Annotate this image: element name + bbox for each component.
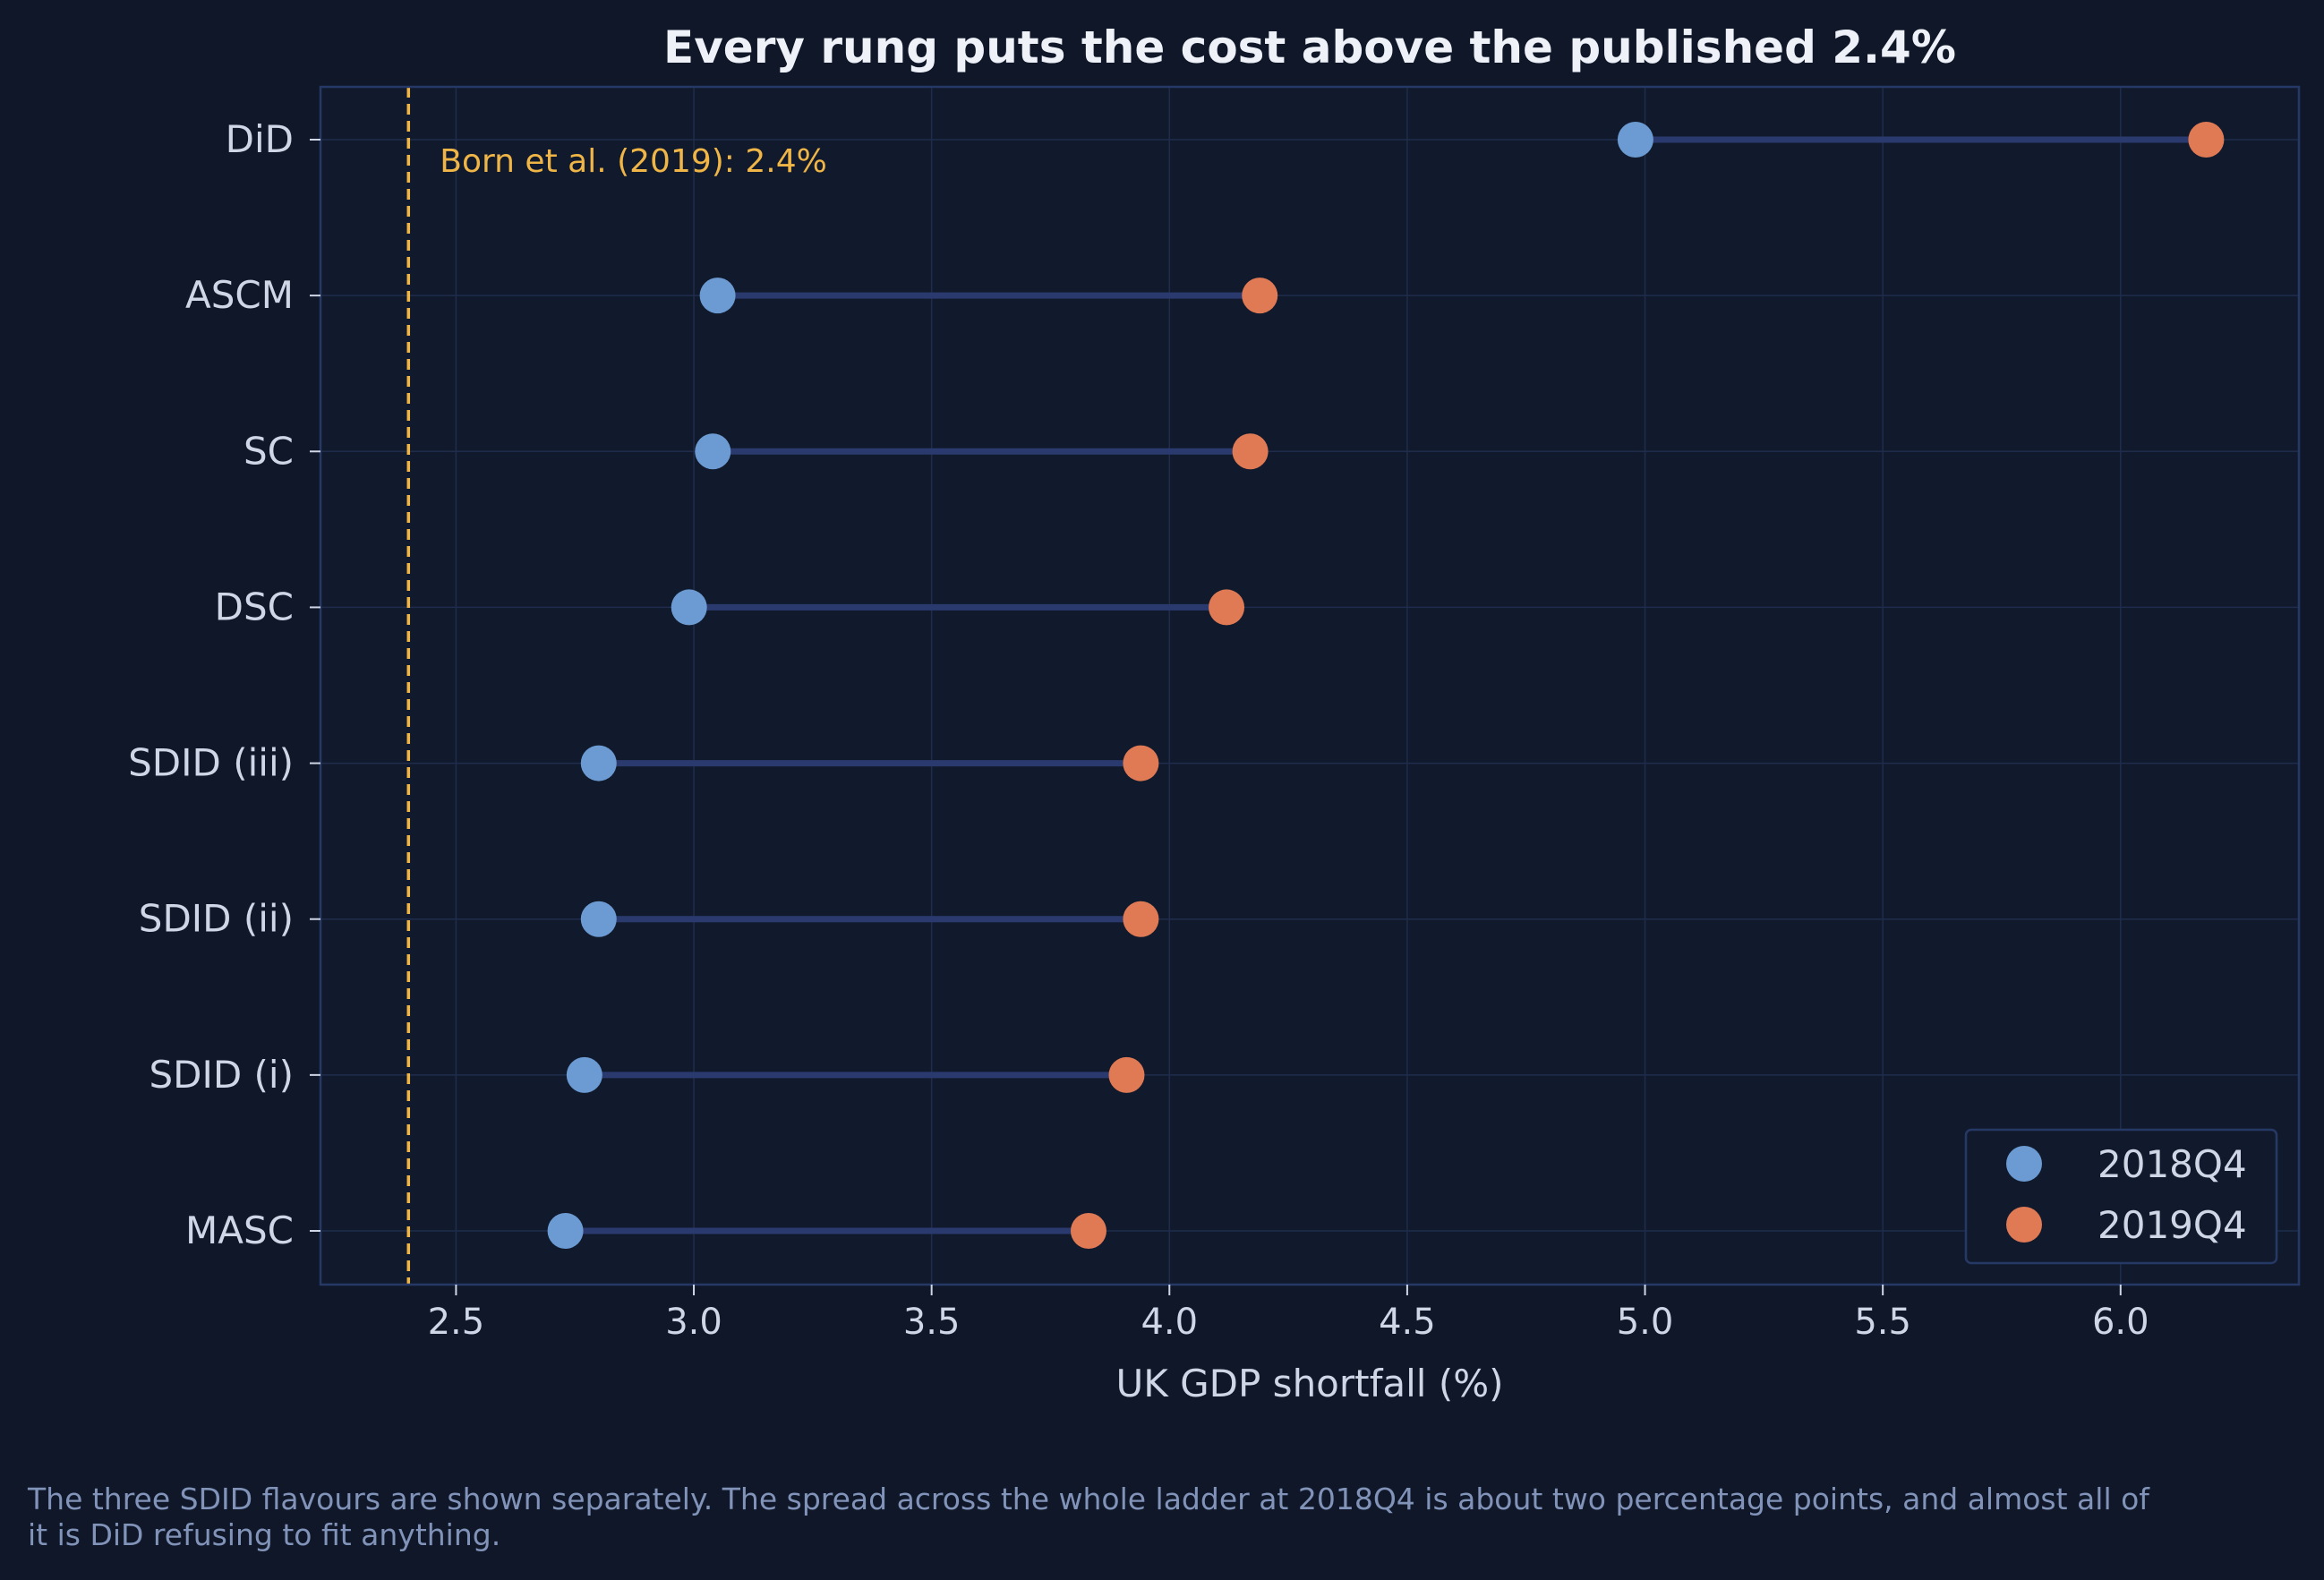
dot-2018q4	[671, 589, 707, 626]
dot-2018q4	[566, 1056, 602, 1093]
legend-marker	[2006, 1207, 2042, 1243]
dot-2018q4	[580, 745, 617, 781]
y-tick-label: SDID (i)	[149, 1053, 294, 1097]
caption: The three SDID flavours are shown separa…	[28, 1482, 2149, 1552]
dot-2018q4	[695, 433, 731, 470]
y-tick-label: SDID (ii)	[139, 897, 294, 941]
y-tick-label: DSC	[215, 585, 294, 628]
legend-label: 2019Q4	[2098, 1203, 2247, 1247]
dot-2019q4	[1232, 433, 1269, 470]
x-tick-label: 4.5	[1379, 1302, 1436, 1343]
grid	[320, 87, 2299, 1285]
dot-2019q4	[1123, 901, 1159, 937]
data-marks	[547, 122, 2225, 1249]
dot-2019q4	[2188, 122, 2225, 158]
y-tick-label: SDID (iii)	[128, 741, 294, 785]
y-tick-label: MASC	[185, 1208, 294, 1252]
dot-2019q4	[1108, 1056, 1145, 1093]
reference-line-label: Born et al. (2019): 2.4%	[440, 143, 827, 180]
dot-2019q4	[1070, 1213, 1106, 1249]
x-tick-label: 3.0	[665, 1302, 722, 1343]
legend-marker	[2006, 1146, 2042, 1182]
x-axis-label: UK GDP shortfall (%)	[1115, 1362, 1503, 1405]
y-tick-label: SC	[244, 429, 294, 473]
x-tick-label: 6.0	[2092, 1302, 2149, 1343]
dot-2019q4	[1242, 278, 1278, 314]
x-tick-label: 2.5	[428, 1302, 485, 1343]
x-tick-label: 3.5	[903, 1302, 961, 1343]
x-tick-label: 4.0	[1141, 1302, 1198, 1343]
legend: 2018Q4 2019Q4	[1964, 1128, 2278, 1265]
x-tick-label: 5.5	[1854, 1302, 1911, 1343]
axes: 2.5 3.0 3.5 4.0 4.5 5.0 5.5 6.0 DiD ASCM SC DSC SDID…	[128, 117, 2149, 1343]
dot-2019q4	[1209, 589, 1245, 626]
plot-border	[319, 85, 2301, 1286]
x-tick-label: 5.0	[1617, 1302, 1674, 1343]
y-tick-label: ASCM	[185, 273, 294, 317]
reference-line-group: Born et al. (2019): 2.4%	[406, 87, 827, 1285]
dot-2018q4	[699, 278, 736, 314]
dot-2019q4	[1123, 745, 1159, 781]
legend-box	[1964, 1128, 2278, 1265]
plot-area	[320, 87, 2299, 1285]
legend-label: 2018Q4	[2098, 1142, 2247, 1186]
dot-2018q4	[547, 1213, 584, 1249]
dot-2018q4	[1617, 122, 1653, 158]
dot-2018q4	[580, 901, 617, 937]
chart-title: Every rung puts the cost above the publi…	[663, 21, 1956, 73]
y-tick-label: DiD	[226, 117, 294, 161]
